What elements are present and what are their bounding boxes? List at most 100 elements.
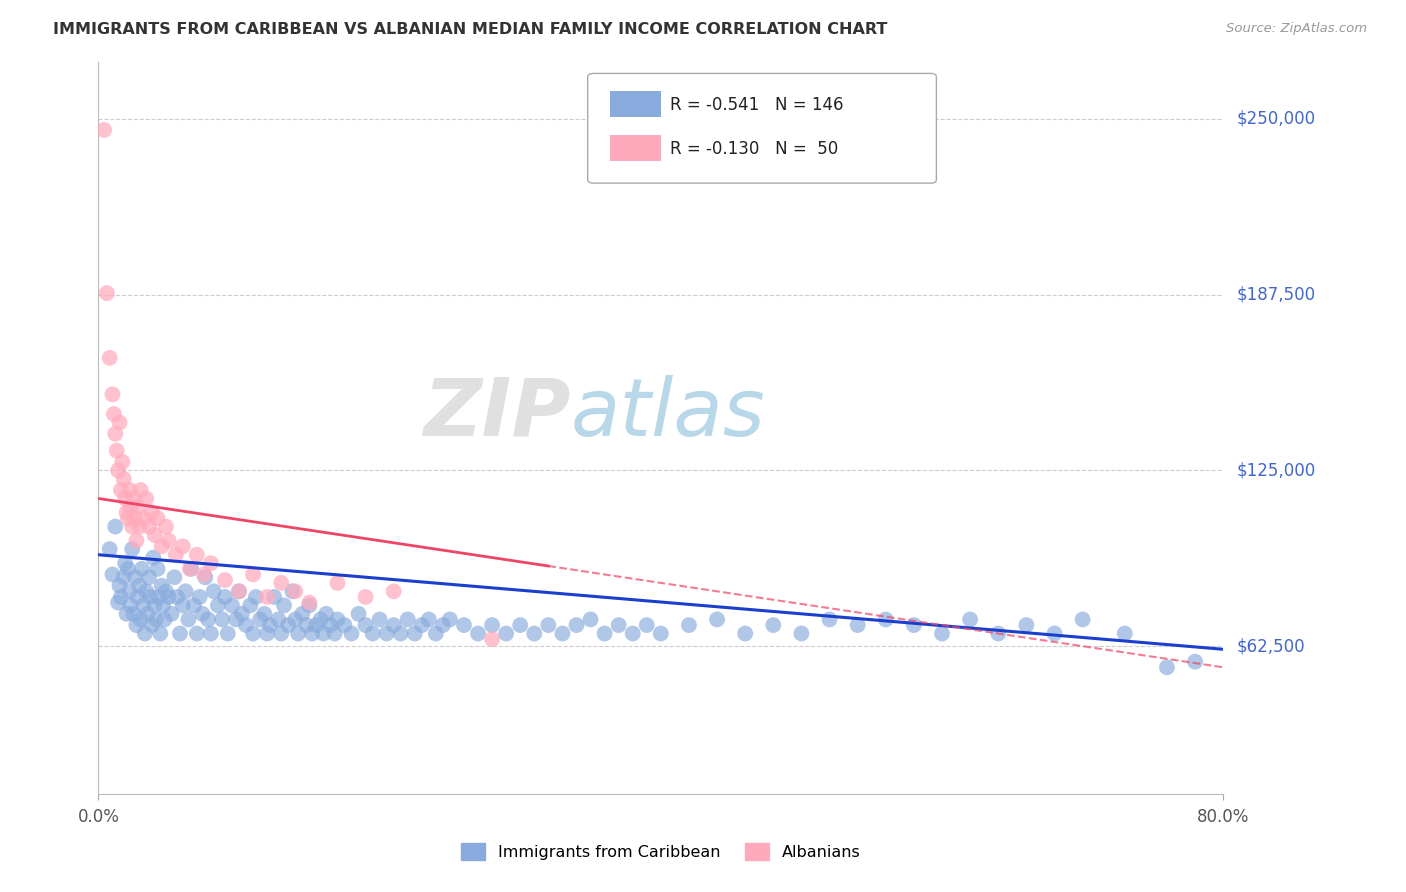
Point: [650, 626, 672, 640]
Point: [333, 618, 356, 632]
Point: [157, 590, 180, 604]
Point: [706, 612, 728, 626]
Point: [231, 607, 253, 621]
Point: [593, 626, 616, 640]
Point: [495, 626, 517, 640]
Point: [291, 607, 314, 621]
Point: [263, 590, 285, 604]
Point: [340, 626, 363, 640]
Point: [150, 579, 173, 593]
Point: [305, 618, 328, 632]
Point: [298, 599, 321, 613]
Point: [245, 590, 267, 604]
Point: [277, 618, 299, 632]
Point: [103, 407, 125, 421]
Text: R = -0.130   N =  50: R = -0.130 N = 50: [669, 140, 838, 158]
Point: [249, 612, 271, 626]
Point: [93, 123, 115, 137]
Point: [467, 626, 489, 640]
Point: [124, 511, 146, 525]
Point: [382, 618, 405, 632]
Point: [118, 483, 141, 497]
Point: [221, 599, 243, 613]
Point: [169, 626, 191, 640]
Point: [319, 618, 342, 632]
Point: [115, 506, 138, 520]
Point: [235, 618, 257, 632]
Point: [439, 612, 461, 626]
Point: [432, 618, 454, 632]
Point: [131, 562, 153, 576]
Point: [202, 584, 225, 599]
Point: [481, 632, 503, 647]
Point: [931, 626, 953, 640]
Point: [481, 618, 503, 632]
Point: [298, 596, 321, 610]
Point: [127, 590, 149, 604]
Point: [678, 618, 700, 632]
Legend: Immigrants from Caribbean, Albanians: Immigrants from Caribbean, Albanians: [456, 837, 866, 866]
Point: [111, 455, 134, 469]
Point: [228, 584, 250, 599]
Point: [107, 463, 129, 477]
Point: [134, 626, 156, 640]
Text: atlas: atlas: [571, 375, 766, 452]
Point: [734, 626, 756, 640]
Text: $250,000: $250,000: [1237, 110, 1316, 128]
Point: [124, 570, 146, 584]
Point: [762, 618, 785, 632]
Point: [273, 599, 295, 613]
Point: [194, 570, 217, 584]
Point: [903, 618, 925, 632]
Point: [987, 626, 1010, 640]
Point: [108, 416, 131, 430]
Point: [121, 542, 143, 557]
Point: [104, 426, 127, 441]
Point: [239, 599, 262, 613]
Point: [256, 626, 278, 640]
FancyBboxPatch shape: [588, 73, 936, 183]
Point: [98, 351, 121, 365]
Point: [267, 612, 290, 626]
Point: [112, 570, 135, 584]
Point: [326, 612, 349, 626]
Point: [396, 612, 419, 626]
Point: [163, 570, 186, 584]
Text: Source: ZipAtlas.com: Source: ZipAtlas.com: [1226, 22, 1367, 36]
Point: [108, 579, 131, 593]
Point: [114, 491, 136, 506]
Point: [118, 584, 141, 599]
Point: [284, 584, 307, 599]
Point: [565, 618, 588, 632]
Point: [217, 626, 239, 640]
Point: [551, 626, 574, 640]
Point: [207, 599, 229, 613]
Point: [186, 626, 208, 640]
Point: [121, 519, 143, 533]
Point: [301, 626, 323, 640]
Point: [132, 599, 155, 613]
FancyBboxPatch shape: [610, 135, 661, 161]
Point: [579, 612, 602, 626]
Point: [120, 500, 142, 514]
Point: [347, 607, 370, 621]
Point: [228, 584, 250, 599]
Point: [188, 590, 211, 604]
Point: [214, 573, 236, 587]
Point: [225, 612, 247, 626]
Point: [129, 612, 152, 626]
Point: [1156, 660, 1178, 674]
Point: [361, 626, 384, 640]
Point: [191, 607, 214, 621]
Point: [270, 626, 292, 640]
Point: [1071, 612, 1094, 626]
Point: [110, 590, 132, 604]
Point: [256, 590, 278, 604]
Point: [132, 511, 155, 525]
Point: [149, 626, 172, 640]
Point: [284, 612, 307, 626]
Point: [180, 562, 202, 576]
Point: [326, 575, 349, 590]
Text: $62,500: $62,500: [1237, 637, 1306, 656]
Point: [959, 612, 981, 626]
